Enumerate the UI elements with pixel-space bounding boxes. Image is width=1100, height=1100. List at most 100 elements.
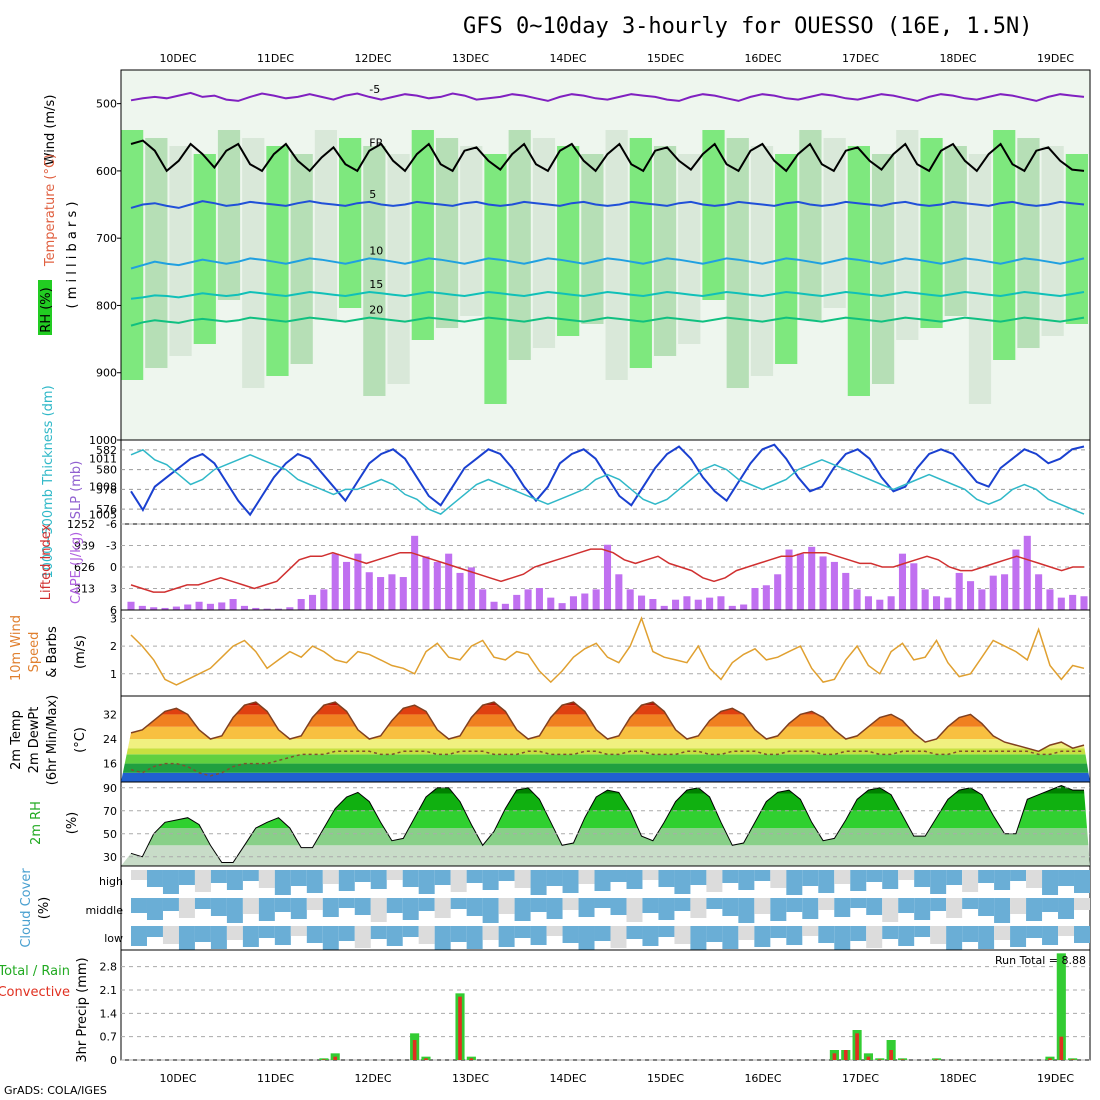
precip-panel-frame: [120, 949, 1091, 1061]
wind-panel-frame: [120, 609, 1091, 697]
wind10m-axis-label: 10m Wind: [9, 615, 24, 681]
cape-bar: [1035, 574, 1043, 610]
precip-total-bar: [466, 1056, 476, 1060]
cloud-block: [178, 898, 195, 918]
cloud-block: [994, 926, 1011, 940]
cape-bar: [524, 589, 532, 610]
precip-convective-bar: [1048, 1058, 1052, 1060]
cloud-block: [322, 926, 339, 950]
li-line: [130, 548, 1084, 593]
cape-bar: [456, 572, 464, 610]
cape-bar: [422, 556, 430, 610]
date-label-bottom: 19DEC: [1037, 1072, 1074, 1085]
rh-column: [726, 138, 749, 388]
cloud-block: [626, 926, 643, 939]
cloud-block: [1058, 926, 1075, 936]
isotherm-label: 15: [369, 278, 383, 291]
precip-tick: 0.7: [100, 1031, 118, 1044]
chart-title: GFS 0~10day 3-hourly for OUESSO (16E, 1.…: [463, 14, 1033, 39]
cape-bar: [955, 572, 963, 610]
cloud-block: [658, 898, 675, 920]
rh-tick: 50: [103, 828, 117, 841]
cape-bar: [365, 572, 373, 610]
cloud-block: [642, 926, 659, 946]
speed-axis-label: Speed: [27, 632, 42, 673]
cloud-block: [194, 926, 211, 942]
cloud-block: [242, 926, 259, 947]
cloud-block: [674, 926, 691, 944]
cloud-block: [626, 870, 643, 889]
cloud-block: [530, 926, 547, 945]
thickness-tick: 582: [96, 444, 117, 457]
cloud-block: [1074, 898, 1090, 910]
cloud-block: [338, 898, 355, 908]
rh-column: [314, 130, 338, 320]
cloud-block: [962, 870, 979, 892]
cloud-block: [306, 926, 323, 943]
cloud-block: [562, 926, 579, 943]
cloud-block: [530, 898, 547, 912]
cape-bar: [172, 606, 180, 610]
rh-column: [629, 138, 652, 368]
cloud-block: [898, 926, 915, 946]
cloud-block: [1042, 870, 1059, 895]
cloud-block: [194, 870, 211, 892]
cloud-block: [418, 870, 435, 894]
cloud-block: [642, 898, 659, 913]
cloud-block: [770, 898, 787, 921]
cloud-block: [578, 926, 595, 950]
cloud-block: [722, 870, 739, 883]
cape-bar: [138, 605, 146, 610]
cape-tick: 313: [74, 583, 95, 596]
cloud-block: [1026, 870, 1043, 888]
rh-column: [121, 130, 144, 380]
cape-bar: [479, 589, 487, 610]
rh-column: [1065, 154, 1088, 324]
isotherm-label: 20: [369, 304, 383, 317]
thickness-axis-label: 1000~500mb Thickness (dm): [41, 385, 56, 578]
dewpt-line: [130, 750, 1084, 777]
temperature-axis-label: Temperature (°C): [43, 154, 58, 267]
cloud-block: [850, 870, 867, 891]
cloud-block: [434, 870, 451, 885]
precip-convective-bar: [889, 1050, 893, 1060]
cloud-block: [194, 898, 211, 909]
cloud-block: [594, 898, 611, 908]
wind-tick: 1: [110, 668, 117, 681]
rh-tick: 30: [103, 851, 117, 864]
rh2m-axis-label: 2m RH: [29, 801, 44, 845]
rh-tick: 70: [103, 805, 117, 818]
cape-bar: [876, 599, 884, 610]
cape-tick: 939: [74, 540, 95, 553]
cloud-block: [626, 898, 643, 922]
cloud-block: [274, 926, 291, 945]
rh-band: [121, 828, 1090, 846]
cloud-block: [882, 870, 899, 889]
cloud-block: [866, 898, 883, 915]
date-label-bottom: 14DEC: [549, 1072, 586, 1085]
rh-column: [847, 146, 870, 396]
cloud-block: [482, 926, 499, 940]
rh-column: [339, 138, 362, 308]
precip-total-bar: [1045, 1056, 1055, 1060]
precip-convective-bar: [877, 1059, 882, 1060]
cloud-block: [546, 898, 563, 919]
cloud-block: [610, 926, 627, 948]
cape-bar: [751, 588, 759, 610]
cloud-block: [738, 870, 755, 890]
cloud-block: [1026, 898, 1043, 921]
cape-bar: [569, 596, 577, 610]
cloud-block: [674, 898, 691, 911]
precip-convective-bar: [843, 1050, 848, 1060]
date-label-bottom: 18DEC: [939, 1072, 976, 1085]
cloud-block: [514, 926, 531, 938]
rh-column: [411, 130, 434, 340]
precip-total-bar: [931, 1058, 942, 1060]
cloud-block: [834, 926, 851, 950]
cloud-block: [850, 898, 867, 908]
cape-bar: [626, 589, 634, 610]
cloud-block: [386, 870, 403, 880]
rh-column: [750, 146, 774, 376]
cloud-block: [1074, 926, 1090, 943]
